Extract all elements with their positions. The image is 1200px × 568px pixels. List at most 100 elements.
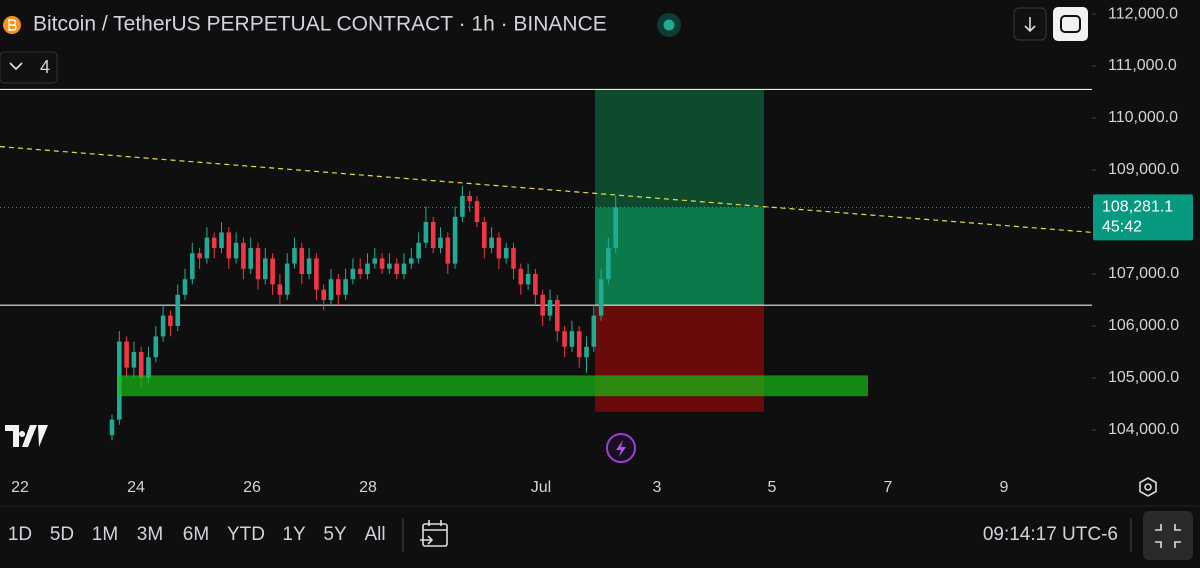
candle-body (379, 258, 385, 269)
candle-body (394, 263, 399, 274)
candle-body (350, 268, 356, 280)
status-dot (663, 19, 675, 31)
range-button[interactable]: 6M (183, 524, 209, 545)
screenshot-icon (1060, 15, 1081, 33)
candle-body (343, 279, 348, 295)
candle-body (357, 268, 363, 274)
candle-body (241, 242, 246, 269)
candle-body (598, 279, 604, 316)
fullscreen-icon (1155, 524, 1181, 548)
candle-body (168, 315, 173, 326)
candle-body (547, 299, 553, 316)
candle-body (430, 222, 436, 248)
candle-body (387, 263, 392, 269)
x-tick-label: 22 (11, 479, 29, 496)
settings-icon[interactable] (1139, 477, 1157, 497)
x-tick-label: 3 (653, 479, 662, 496)
range-button[interactable]: 5D (50, 524, 74, 545)
y-tick-label: 107,000.0 (1108, 265, 1179, 282)
candle-body (452, 216, 458, 264)
candle-body (299, 247, 305, 274)
candle-body (284, 263, 290, 295)
candle-body (467, 196, 472, 202)
candle-body (160, 315, 166, 337)
candle-body (555, 299, 560, 332)
range-button[interactable]: 3M (137, 524, 163, 545)
candle-body (613, 207, 618, 248)
x-tick-label: 24 (127, 479, 145, 496)
candle-body (263, 258, 268, 280)
candle-body (255, 247, 261, 280)
y-tick-label: 104,000.0 (1108, 421, 1179, 438)
candle-body (496, 237, 502, 259)
candle-body (401, 263, 407, 274)
candle-body (226, 232, 232, 259)
candle-body (474, 201, 480, 223)
candle-body (606, 247, 611, 280)
candle-body (138, 351, 144, 378)
profit-zone (595, 207, 764, 306)
candle-body (533, 273, 538, 295)
settings-core (1144, 483, 1152, 491)
x-tick-label: 7 (884, 479, 893, 496)
candle-body (540, 294, 545, 316)
fullscreen-button[interactable] (1143, 511, 1193, 560)
candle-body (204, 237, 210, 259)
logo (5, 425, 48, 447)
candle-body (124, 341, 129, 368)
target-zone (595, 89, 764, 208)
symbol-title: Bitcoin / TetherUS PERPETUAL CONTRACT · … (33, 13, 607, 36)
screenshot-button[interactable] (1053, 7, 1088, 41)
range-button[interactable]: YTD (227, 524, 265, 545)
y-tick-label: 110,000.0 (1108, 109, 1178, 126)
y-tick-label: 105,000.0 (1108, 369, 1179, 386)
candle-body (182, 279, 188, 295)
range-bar: 1D 5D 1M 3M 6M YTD 1Y 5Y All (8, 524, 386, 545)
x-tick-label: 5 (768, 479, 777, 496)
candle-body (409, 258, 414, 264)
candle-body (416, 242, 421, 259)
range-button[interactable]: All (364, 524, 385, 545)
indicator-toggle[interactable] (0, 51, 58, 84)
date-range-icon[interactable] (422, 523, 448, 547)
candle-body (569, 331, 575, 347)
candle-body (211, 237, 217, 248)
candle-body (518, 268, 524, 285)
lightning-icon (616, 440, 626, 457)
range-button[interactable]: 1M (92, 524, 118, 545)
candle-body (190, 253, 195, 280)
candle-body (336, 279, 341, 295)
x-tick-label: Jul (531, 479, 551, 496)
candle-body (314, 258, 319, 290)
plot-area (0, 88, 1093, 441)
candle-body (197, 253, 202, 259)
y-tick-label: 106,000.0 (1108, 317, 1179, 334)
range-button[interactable]: 5Y (323, 524, 347, 545)
price-tag (1093, 194, 1193, 241)
candle-body (503, 247, 509, 259)
candle-body (248, 247, 253, 269)
chevron-icon (9, 62, 23, 71)
candle-body (584, 346, 589, 358)
candle-body (482, 222, 487, 248)
candle-body (219, 232, 224, 248)
candle-body (292, 247, 297, 264)
range-button[interactable]: 1Y (282, 524, 306, 545)
candle-body (460, 196, 465, 217)
candle-body (511, 247, 516, 269)
candle-body (525, 273, 531, 285)
candle-body (233, 242, 239, 259)
candle-body (423, 222, 429, 243)
y-tick-label: 112,000.0 (1108, 5, 1178, 22)
candle-body (175, 294, 180, 326)
candle-body (277, 284, 283, 295)
candle-body (328, 279, 334, 300)
range-button[interactable]: 1D (8, 524, 32, 545)
candle-body (306, 258, 312, 274)
arrow-icon (1024, 17, 1036, 33)
y-tick-label: 109,000.0 (1108, 161, 1179, 178)
y-tick-label: 111,000.0 (1108, 57, 1177, 74)
candle-body (321, 289, 326, 300)
